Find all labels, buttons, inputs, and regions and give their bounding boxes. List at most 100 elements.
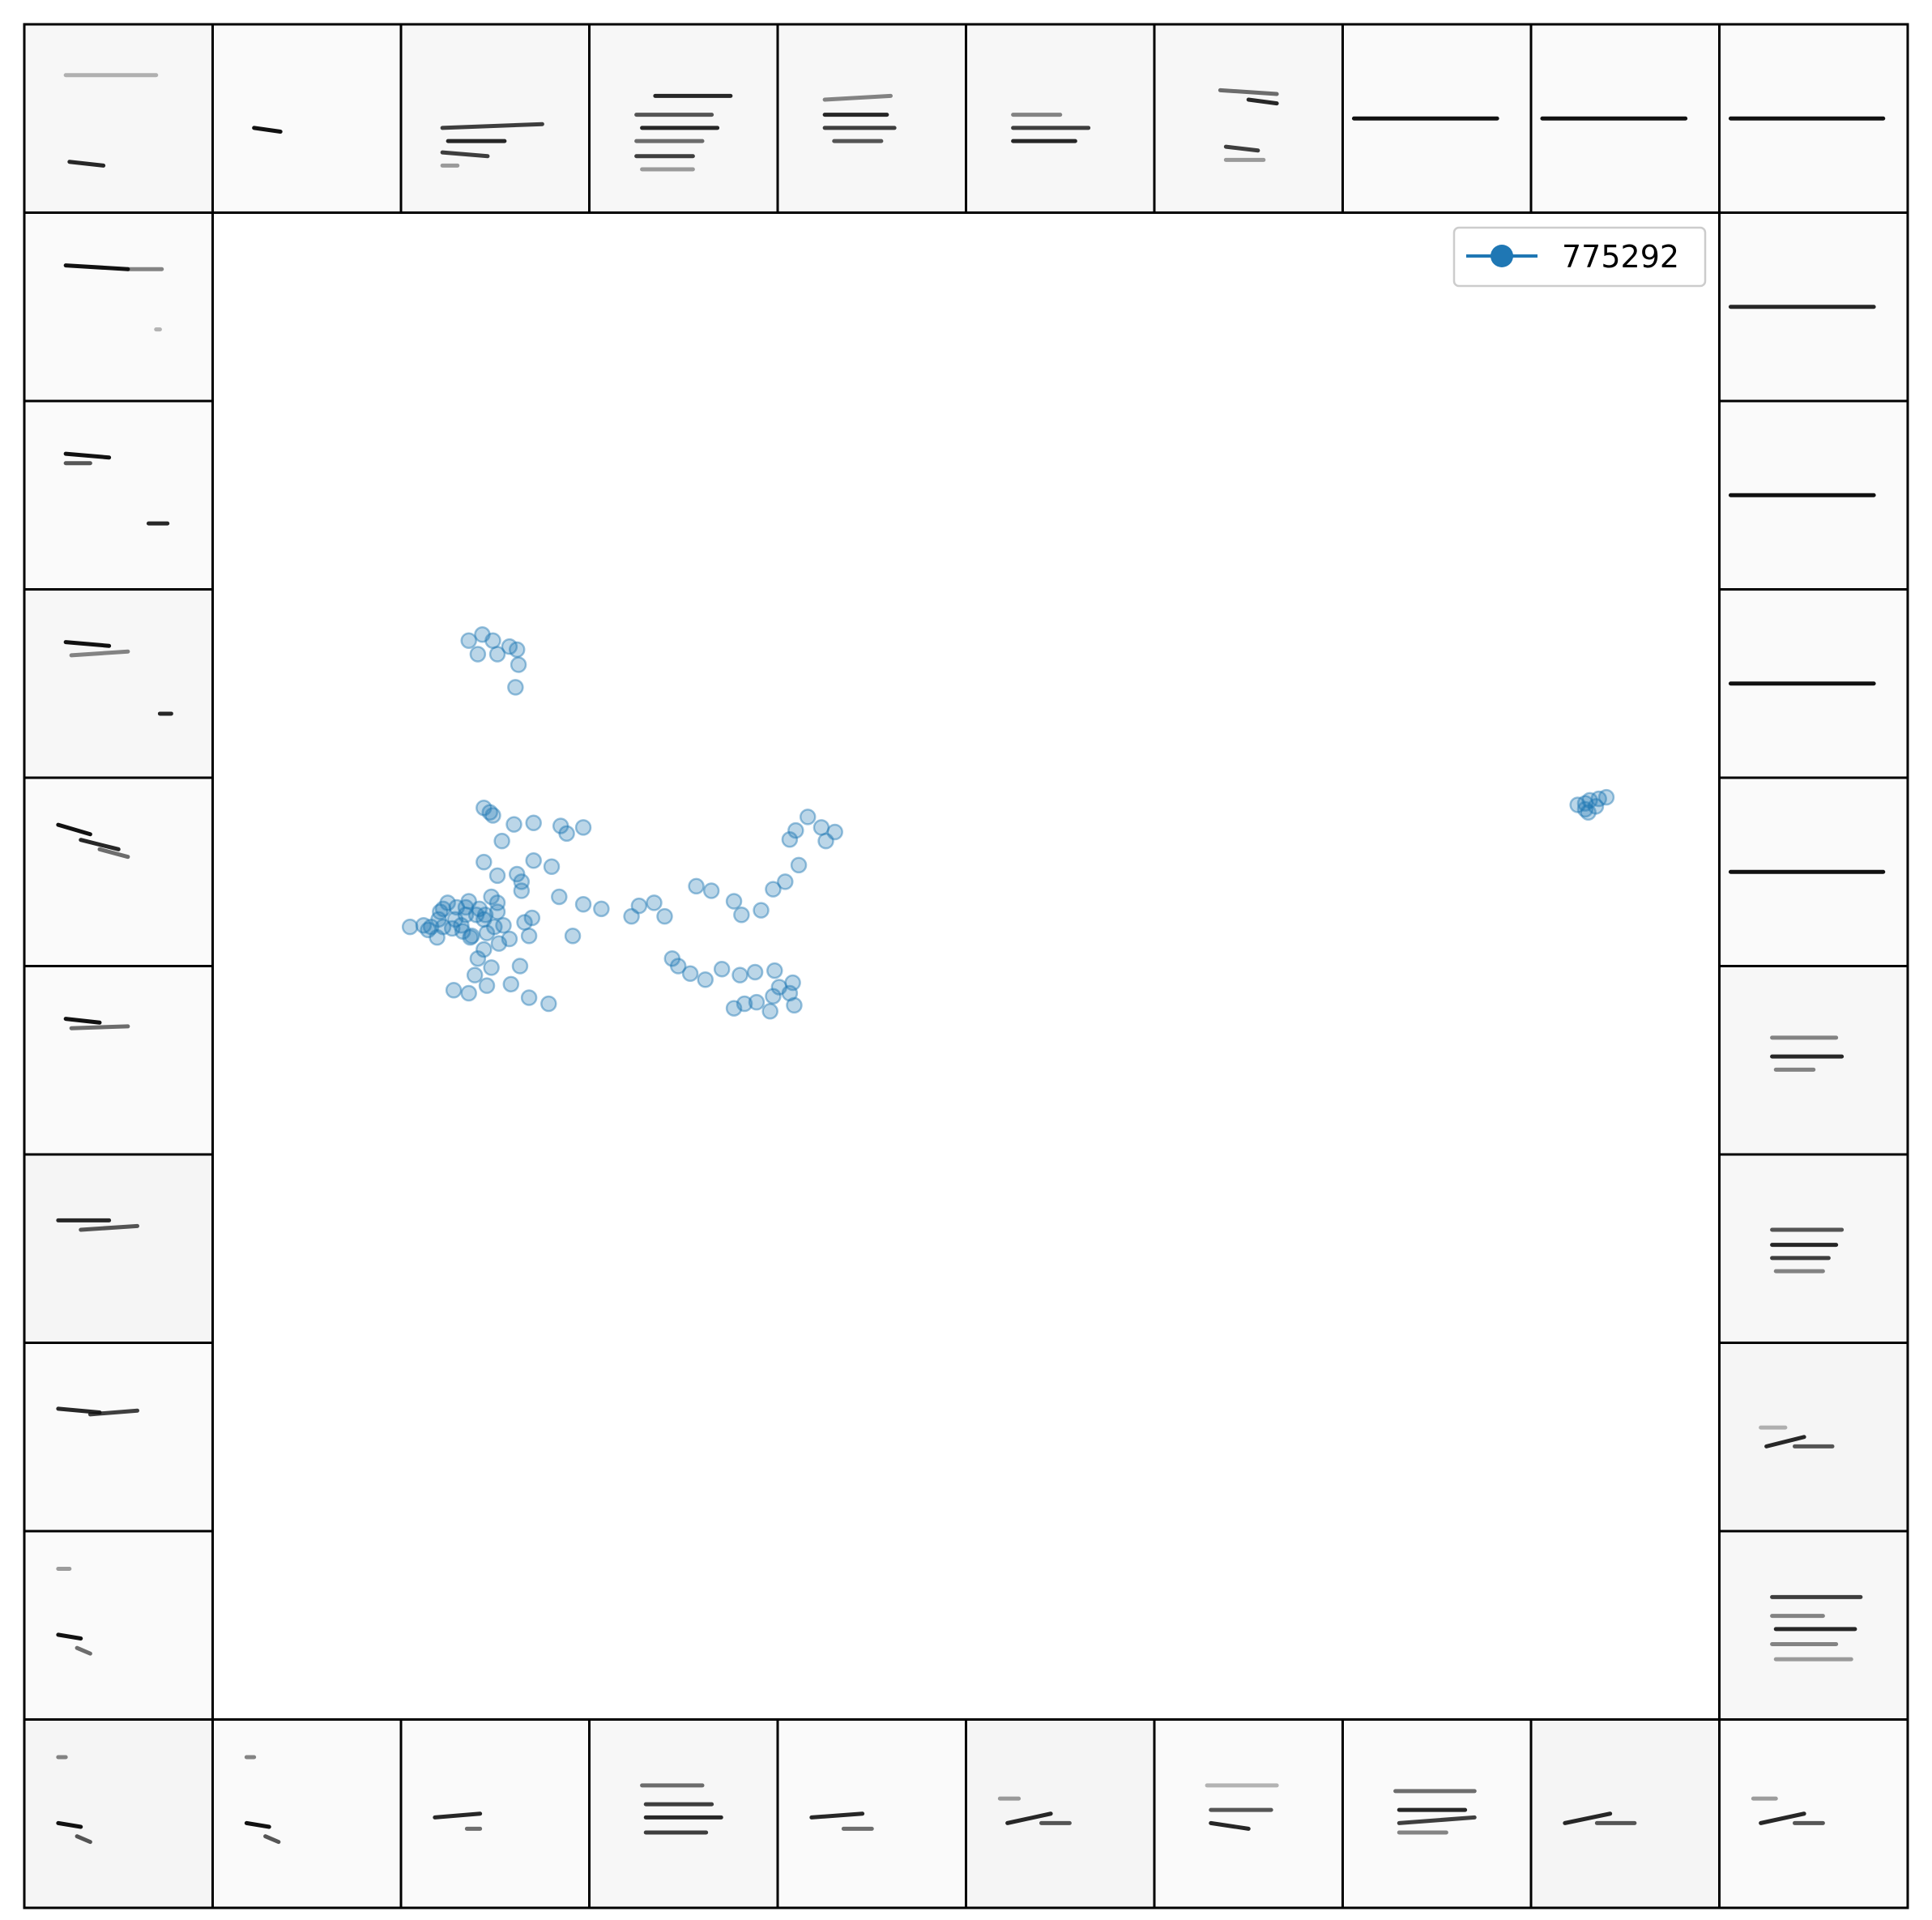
scatter-point (445, 982, 463, 999)
thumbnail-cell (23, 1342, 214, 1533)
scatter-point (469, 949, 487, 967)
scatter-point (1581, 791, 1598, 809)
scatter-point (401, 918, 419, 936)
scatter-point (817, 832, 834, 850)
thumbnail-cell (211, 1718, 403, 1909)
thumbnail-background (24, 778, 213, 966)
thumbnail-background (24, 966, 213, 1154)
thumbnail-mark (63, 263, 130, 271)
thumbnail-mark (56, 1406, 102, 1415)
scatter-point (1576, 795, 1594, 812)
scatter-point (1569, 796, 1586, 813)
scatter-point (552, 817, 569, 834)
thumbnail-cell (1718, 588, 1909, 779)
thumbnail-cell (23, 776, 214, 967)
thumbnail-cell (399, 1718, 591, 1909)
thumbnail-background (212, 24, 401, 213)
thumbnail-cell (1718, 1530, 1909, 1721)
scatter-point (443, 919, 461, 937)
scatter-point (488, 646, 506, 663)
thumbnail-background (1154, 24, 1343, 213)
scatter-point (460, 984, 477, 1002)
scatter-point (462, 928, 479, 946)
thumbnail-mark (56, 1632, 83, 1641)
scatter-point (520, 928, 538, 945)
plot-background (211, 211, 1721, 1721)
scatter-point (748, 993, 766, 1011)
scatter-point (513, 873, 531, 890)
scatter-point (430, 911, 447, 928)
thumbnail-background (1719, 1154, 1908, 1343)
thumbnail-mark (69, 649, 130, 658)
scatter-point (432, 903, 449, 920)
scatter-point (786, 996, 803, 1014)
scatter-point (460, 893, 477, 910)
scatter-point (799, 809, 817, 826)
thumbnail-mark (56, 1820, 83, 1829)
scatter-point (558, 825, 575, 843)
thumbnail-background (1719, 966, 1908, 1154)
scatter-point (478, 977, 496, 994)
thumbnail-cell (399, 23, 591, 214)
scatter-point (508, 641, 526, 659)
thumbnail-cell (776, 23, 967, 214)
scatter-point (446, 911, 464, 928)
scatter-point (460, 632, 477, 649)
thumbnail-cell (1341, 1718, 1533, 1909)
scatter-point (564, 928, 582, 945)
thumbnail-cell (23, 1718, 214, 1909)
thumbnail-mark (1218, 87, 1279, 96)
thumbnail-cell (211, 23, 403, 214)
scatter-point (656, 907, 673, 925)
thumbnail-cell (1529, 1718, 1721, 1909)
scatter-point (770, 979, 788, 996)
thumbnail-cell (1153, 1718, 1344, 1909)
scatter-point (520, 989, 538, 1006)
thumbnail-background (24, 401, 213, 590)
thumbnail-cell (965, 1718, 1156, 1909)
scatter-point (630, 897, 648, 915)
scatter-point (502, 975, 520, 993)
scatter-point (439, 894, 456, 911)
scatter-point (733, 907, 750, 924)
scatter-point (434, 900, 452, 918)
thumbnail-mark (69, 1024, 130, 1030)
thumbnail-background (24, 1342, 213, 1531)
scatter-point (516, 914, 533, 931)
scatter-point (454, 923, 471, 940)
scatter-point (761, 1003, 778, 1020)
thumbnail-cell (23, 1153, 214, 1344)
scatter-point (476, 853, 493, 871)
scatter-point (1580, 804, 1597, 821)
thumbnail-mark (1209, 1820, 1251, 1831)
scatter-point (501, 638, 518, 655)
scatter-point (702, 882, 720, 899)
thumbnail-background (1154, 1719, 1343, 1908)
legend-frame (1452, 226, 1707, 288)
thumbnail-cell (588, 1718, 779, 1909)
thumbnail-cell (23, 399, 214, 591)
thumbnail-mark (56, 822, 92, 837)
scatter-point (746, 963, 764, 981)
scatter-point (469, 646, 487, 663)
thumbnail-background (589, 1719, 778, 1908)
thumbnail-background (24, 212, 213, 401)
thumbnail-background (1719, 1531, 1908, 1720)
thumbnail-background (24, 589, 213, 778)
scatter-point (826, 823, 843, 841)
thumbnail-background (589, 24, 778, 213)
thumbnail-mark (809, 1811, 865, 1820)
scatter-point (781, 984, 799, 1002)
thumbnail-mark (97, 847, 130, 860)
scatter-point (713, 960, 731, 978)
thumbnail-cell (23, 588, 214, 779)
thumbnail-background (401, 1719, 590, 1908)
scatter-point (777, 873, 794, 890)
thumbnail-cell (776, 1718, 967, 1909)
thumbnail-mark (1223, 144, 1260, 153)
thumbnail-grid (23, 23, 1909, 1909)
thumbnail-mark (433, 1811, 483, 1820)
thumbnail-background (1719, 1342, 1908, 1531)
